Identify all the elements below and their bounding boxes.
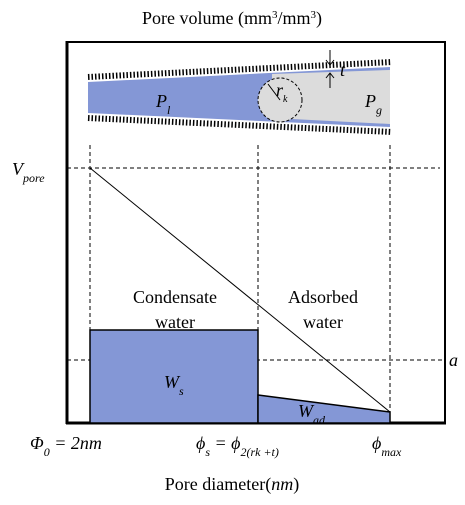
phis-label: ϕs = ϕ2(rk +t) bbox=[196, 433, 279, 459]
text-part: Pore volume (mm bbox=[142, 8, 272, 29]
text-part: ϕ bbox=[196, 433, 205, 453]
text-part: ad bbox=[313, 413, 326, 427]
text-part: P bbox=[155, 91, 167, 111]
text-part: = ϕ bbox=[210, 433, 240, 453]
text-part: = 2nm bbox=[50, 433, 102, 453]
text-part: g bbox=[376, 103, 382, 117]
text-part: /mm bbox=[277, 8, 310, 28]
text-part: 2(rk +t) bbox=[240, 445, 278, 459]
text-part: ) bbox=[316, 8, 322, 29]
a-label: a bbox=[449, 350, 458, 370]
phi0-label: Φ0 = 2nm bbox=[30, 433, 102, 459]
pore bbox=[88, 50, 392, 132]
text-part: ϕ bbox=[372, 433, 381, 453]
adsorbed-label: water bbox=[303, 312, 343, 332]
phimax-label: ϕmax bbox=[372, 433, 402, 459]
text-part: k bbox=[283, 94, 288, 105]
text-part: max bbox=[381, 445, 402, 459]
adsorbed-label: Adsorbed bbox=[288, 287, 358, 307]
condensate-label: Condensate bbox=[133, 287, 217, 307]
x-axis-label: Pore diameter(nm) bbox=[165, 474, 299, 495]
y-axis-label: Pore volume (mm3/mm3) bbox=[142, 8, 322, 29]
text-part: nm bbox=[271, 474, 293, 494]
text-part: ) bbox=[293, 474, 299, 495]
diagram: Pore volume (mm3/mm3) Pl Pg rk t Vpore a… bbox=[0, 0, 465, 500]
text-part: pore bbox=[22, 171, 45, 185]
v-pore-label: Vpore bbox=[12, 159, 45, 185]
text-part: Φ bbox=[30, 433, 44, 453]
text-part: s bbox=[179, 384, 184, 398]
text-part: Pore diameter( bbox=[165, 474, 271, 495]
text-part: P bbox=[364, 91, 376, 111]
condensate-label: water bbox=[155, 312, 195, 332]
